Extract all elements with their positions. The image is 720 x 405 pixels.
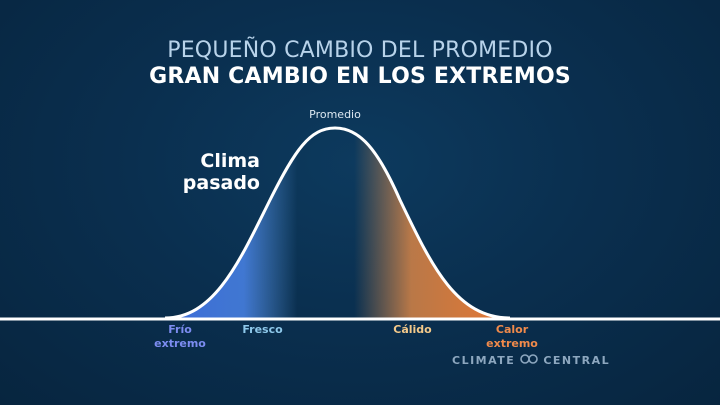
category-line: Calor <box>495 323 529 336</box>
category-line: extremo <box>486 337 538 350</box>
peak-label: Promedio <box>309 108 361 121</box>
category-extreme-cold: Frío extremo <box>150 323 210 351</box>
category-line: extremo <box>154 337 206 350</box>
curve-fill <box>165 128 510 318</box>
title-line-1: PEQUEÑO CAMBIO DEL PROMEDIO <box>167 38 553 63</box>
category-warm: Cálido <box>385 323 440 337</box>
logo-text-right: CENTRAL <box>543 354 611 367</box>
curve-name-line-2: pasado <box>182 172 260 194</box>
climate-central-logo-icon <box>520 354 539 367</box>
category-line: Frío <box>168 323 192 336</box>
logo-text-left: CLIMATE <box>452 354 516 367</box>
category-extreme-heat: Calor extremo <box>482 323 542 351</box>
curve-name-line-1: Clima <box>200 150 260 172</box>
category-line: Cálido <box>393 323 432 336</box>
category-cool: Fresco <box>235 323 290 337</box>
climate-central-logo: CLIMATE CENTRAL <box>452 354 610 367</box>
category-line: Fresco <box>242 323 283 336</box>
title-line-2: GRAN CAMBIO EN LOS EXTREMOS <box>149 64 571 89</box>
bell-curve <box>164 126 511 320</box>
curve-name-label: Clima pasado <box>180 150 260 194</box>
